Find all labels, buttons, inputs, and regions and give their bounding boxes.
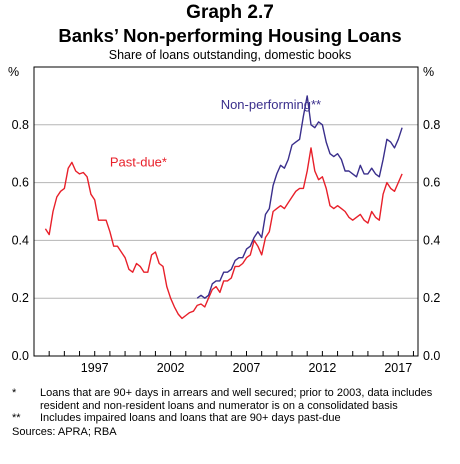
chart-units-label: Share of loans outstanding, domestic boo… (108, 48, 352, 62)
y-tick-label-right-0: 0.0 (423, 349, 440, 363)
plot-frame (33, 66, 419, 357)
x-axis-ticks (33, 351, 414, 356)
y-tick-label-left-4: 0.8 (12, 118, 29, 132)
series-labels: Past-due* Non-performing** (110, 97, 321, 170)
y-tick-label-right-1: 0.2 (423, 291, 440, 305)
graph-number: Graph 2.7 (186, 2, 274, 23)
x-tick-label-2: 2007 (233, 361, 261, 375)
footnote-2: ** Includes impaired loans and loans tha… (12, 412, 452, 425)
footnote-1: * Loans that are 90+ days in arrears and… (12, 387, 452, 412)
series-label-0: Past-due* (110, 155, 167, 170)
series-line-1 (196, 95, 403, 299)
chart-title: Banks’ Non-performing Housing Loans (58, 25, 402, 46)
x-axis-labels: 1997 2002 2007 2012 2017 (81, 361, 412, 375)
series-label-1: Non-performing** (221, 97, 321, 112)
right-axis-unit: % (423, 65, 434, 79)
y-tick-label-right-2: 0.4 (423, 233, 440, 247)
series-lines (44, 95, 403, 320)
footnote-2-mark: ** (12, 412, 21, 425)
y-tick-label-left-3: 0.6 (12, 176, 29, 190)
y-axis-labels: 0.0 0.0 0.2 0.2 0.4 0.4 0.6 0.6 0.8 0.8 (12, 118, 441, 363)
x-tick-label-4: 2017 (384, 361, 412, 375)
footnotes: * Loans that are 90+ days in arrears and… (12, 387, 452, 438)
gridlines (34, 124, 418, 299)
footnote-2-text: Includes impaired loans and loans that a… (40, 412, 341, 425)
left-axis-unit: % (8, 65, 19, 79)
y-tick-label-left-1: 0.2 (12, 291, 29, 305)
footnote-1-mark: * (12, 387, 17, 399)
y-tick-label-right-3: 0.6 (423, 176, 440, 190)
y-tick-label-right-4: 0.8 (423, 118, 440, 132)
sources: Sources: APRA; RBA (12, 425, 117, 438)
y-tick-label-left-0: 0.0 (12, 349, 29, 363)
x-tick-label-1: 2002 (157, 361, 185, 375)
x-tick-label-0: 1997 (81, 361, 109, 375)
y-tick-label-left-2: 0.4 (12, 233, 29, 247)
series-line-0 (44, 147, 403, 320)
footnote-1-text: Loans that are 90+ days in arrears and w… (40, 387, 433, 412)
x-tick-label-3: 2012 (308, 361, 336, 375)
